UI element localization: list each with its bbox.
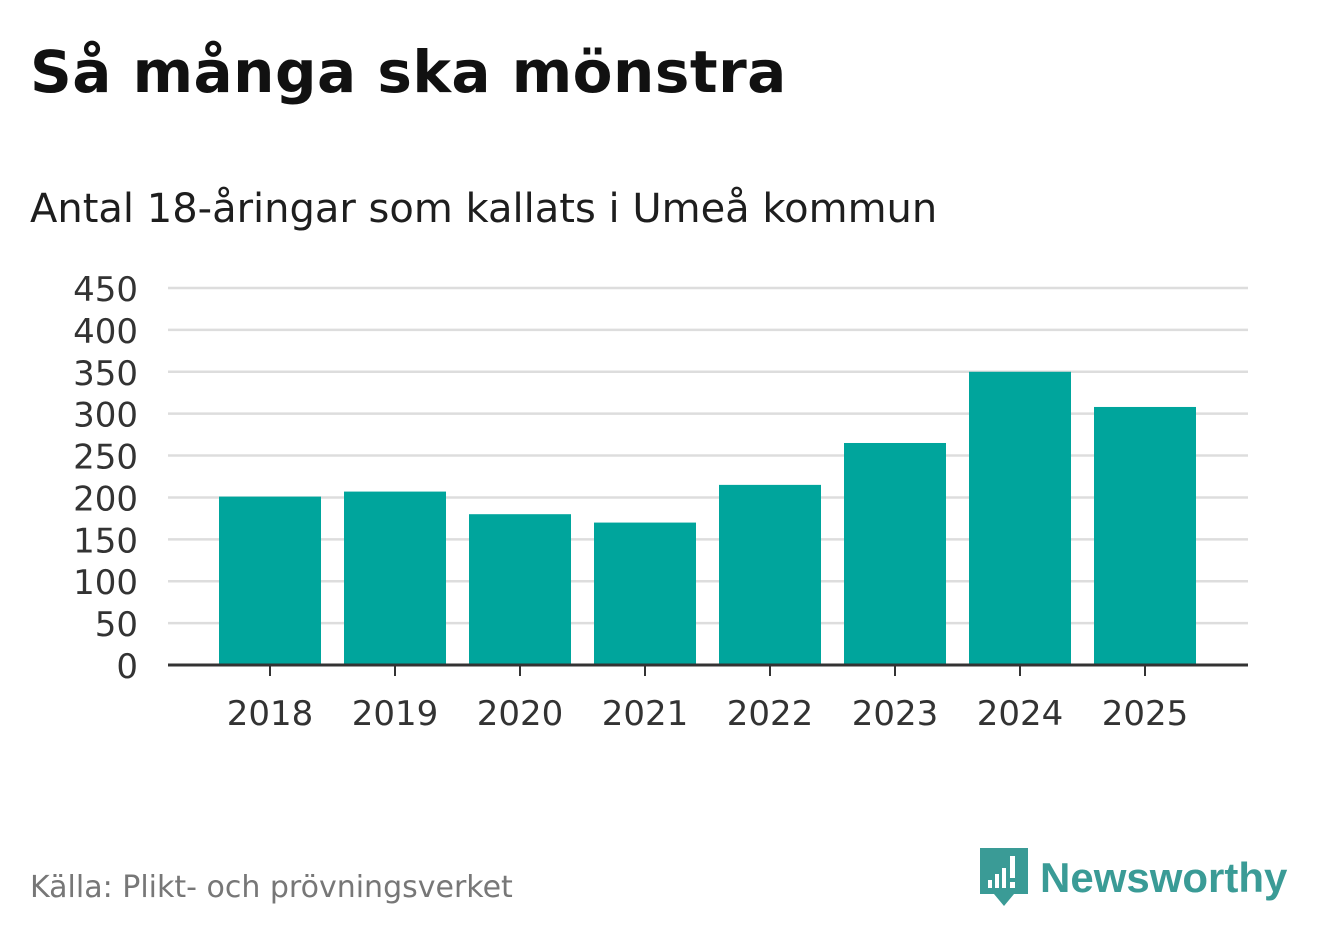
x-tick-label: 2024 [977, 694, 1064, 734]
y-tick-label: 0 [116, 647, 138, 687]
x-tick-label: 2019 [352, 694, 439, 734]
chart-title: Så många ska mönstra [30, 38, 787, 106]
bar-2025 [1094, 406, 1196, 665]
x-tick-label: 2021 [602, 694, 689, 734]
y-tick-label: 50 [95, 605, 138, 645]
y-tick-label: 250 [73, 438, 138, 478]
source-note: Källa: Plikt- och prövningsverket [30, 870, 513, 905]
bar-2022 [719, 484, 821, 665]
x-tick-label: 2020 [477, 694, 564, 734]
y-tick-label: 350 [73, 354, 138, 394]
y-tick-label: 100 [73, 563, 138, 603]
brand-name: Newsworthy [1040, 854, 1288, 901]
chart-subtitle: Antal 18-åringar som kallats i Umeå komm… [30, 186, 938, 232]
y-tick-label: 150 [73, 521, 138, 561]
y-tick-label: 450 [73, 270, 138, 310]
y-tick-label: 300 [73, 396, 138, 436]
bar-2018 [219, 496, 321, 665]
bar-2024 [969, 371, 1071, 665]
x-tick-label: 2022 [727, 694, 814, 734]
x-tick-label: 2023 [852, 694, 939, 734]
bar-2019 [344, 491, 446, 665]
x-tick-label: 2018 [227, 694, 314, 734]
x-tick-label: 2025 [1102, 694, 1189, 734]
brand-logo: Newsworthy [980, 848, 1287, 908]
newsworthy-logo-icon [980, 848, 1028, 906]
bar-2021 [594, 522, 696, 665]
bar-2020 [469, 514, 571, 665]
y-tick-label: 400 [73, 312, 138, 352]
y-tick-label: 200 [73, 479, 138, 519]
bar-2023 [844, 442, 946, 665]
